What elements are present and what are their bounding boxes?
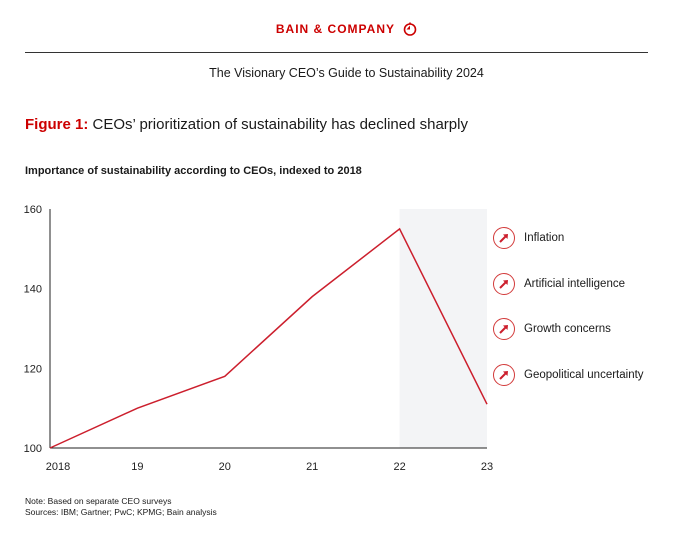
arrow-up-right-icon <box>493 227 515 249</box>
series-line <box>49 227 488 449</box>
x-tick-label: 19 <box>131 461 143 473</box>
chart-title: Importance of sustainability according t… <box>25 165 362 177</box>
legend-item: Inflation <box>493 226 644 250</box>
notes: Note: Based on separate CEO surveys Sour… <box>25 496 217 518</box>
figure-title: CEOs’ prioritization of sustainability h… <box>92 116 468 133</box>
legend: Inflation Artificial intelligence Growth c… <box>493 226 644 408</box>
legend-item: Geopolitical uncertainty <box>493 363 644 387</box>
shaded-period <box>399 209 487 448</box>
brand-name: BAIN & COMPANY <box>275 22 395 36</box>
legend-item: Growth concerns <box>493 317 644 341</box>
y-tick-label: 140 <box>24 284 42 296</box>
x-tick-label: 2018 <box>46 461 70 473</box>
arrow-up-right-icon <box>493 363 515 386</box>
y-tick-label: 100 <box>24 443 42 455</box>
x-tick-label: 22 <box>393 461 405 473</box>
legend-label: Inflation <box>524 232 565 244</box>
legend-label: Artificial intelligence <box>524 277 625 290</box>
brand-logo: BAIN & COMPANY <box>0 22 693 36</box>
document-title: The Visionary CEO’s Guide to Sustainabil… <box>209 66 484 80</box>
legend-label: Geopolitical uncertainty <box>524 368 644 381</box>
note-text: Note: Based on separate CEO surveys <box>25 496 172 506</box>
header-divider <box>25 52 648 53</box>
arrow-up-right-icon <box>493 272 515 295</box>
legend-label: Growth concerns <box>524 323 611 335</box>
x-tick-label: 21 <box>306 461 318 473</box>
figure-label: Figure 1: <box>25 116 89 133</box>
y-tick-label: 160 <box>24 204 42 216</box>
arrow-up-right-icon <box>493 318 515 340</box>
x-tick-label: 20 <box>219 461 231 473</box>
bain-logo-icon <box>403 22 417 36</box>
x-tick-label: 23 <box>481 461 493 473</box>
legend-item: Artificial intelligence <box>493 272 644 296</box>
figure-heading: Figure 1: CEOs’ prioritization of sustai… <box>25 116 468 133</box>
y-tick-label: 120 <box>24 363 42 375</box>
sources-text: Sources: IBM; Gartner; PwC; KPMG; Bain a… <box>25 507 217 517</box>
